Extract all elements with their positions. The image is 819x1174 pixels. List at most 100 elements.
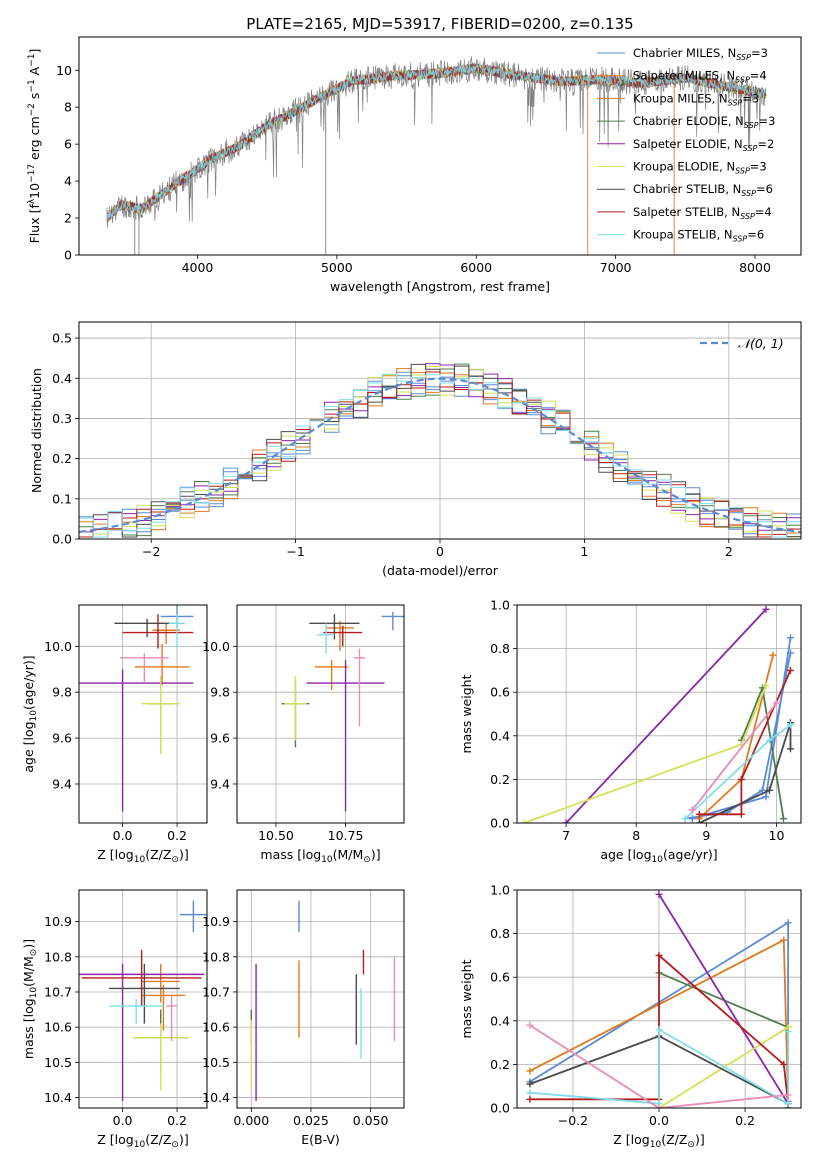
weight-marker — [762, 605, 770, 613]
legend-label: 𝒩(0, 1) — [738, 336, 784, 351]
weight-marker — [737, 775, 745, 783]
weight-marker — [655, 890, 663, 898]
x-tick-label: 0.0 — [649, 1113, 669, 1128]
y-tick-label: 0.6 — [490, 685, 510, 700]
plot-area — [250, 900, 396, 1101]
y-tick-label: 10 — [56, 63, 72, 78]
error-bar-point — [326, 621, 354, 651]
error-bar-point — [323, 625, 363, 647]
weight-marker — [562, 819, 570, 823]
axes-frame — [78, 36, 802, 256]
weight-line — [658, 1026, 789, 1108]
x-tick-label: 0.000 — [233, 1113, 269, 1128]
weight-marker — [784, 919, 792, 927]
x-tick-label: 0 — [436, 544, 444, 559]
y-tick-label: 10.6 — [202, 1020, 230, 1035]
error-bar-point — [122, 614, 194, 649]
x-tick-label: 0.050 — [353, 1113, 389, 1128]
y-tick-label: 1.0 — [490, 598, 510, 613]
axes-frame — [236, 889, 405, 1109]
y-axis-label: mass [log10(M/M⊙)] — [21, 939, 39, 1059]
y-tick-label: 0 — [64, 248, 72, 263]
y-tick-label: 9.8 — [52, 685, 72, 700]
weight-marker — [780, 1060, 788, 1068]
x-tick-label: 4000 — [182, 260, 214, 275]
error-bar-point — [353, 648, 366, 727]
axes-frame — [78, 604, 208, 824]
y-tick-label: 0.0 — [490, 816, 510, 831]
y-tick-label: 0.1 — [52, 491, 72, 506]
y-tick-label: 0.4 — [52, 371, 72, 386]
legend-label: Kroupa ELODIE, NSSP=3 — [633, 160, 767, 176]
y-tick-label: 0.2 — [52, 451, 72, 466]
x-axis-label: wavelength [Angstrom, rest frame] — [330, 279, 550, 294]
error-bar-point — [79, 669, 194, 812]
legend-label: Kroupa STELIB, NSSP=6 — [633, 228, 764, 244]
y-tick-label: 0.2 — [490, 772, 510, 787]
weight-marker — [762, 793, 770, 801]
weight-marker — [784, 1091, 792, 1099]
x-tick-label: 1 — [580, 544, 588, 559]
y-tick-label: 10.9 — [202, 914, 230, 929]
y-tick-label: 10.5 — [202, 1055, 230, 1070]
y-tick-label: 0.2 — [490, 1057, 510, 1072]
y-tick-label: 0.0 — [490, 1101, 510, 1116]
x-tick-label: 8 — [632, 828, 640, 843]
weight-marker — [786, 666, 794, 674]
legend-label: Chabrier MILES, NSSP=3 — [633, 46, 768, 62]
chart-2: 0.0 0.2 9.4 9.6 9.8 10.0 Z [log10(Z/Z⊙)] age [l… — [21, 604, 208, 865]
weight-line — [658, 893, 789, 1105]
y-axis-label: age [log10(age/yr)] — [21, 655, 39, 772]
y-tick-label: 9.4 — [52, 776, 72, 791]
y-tick-label: 0.8 — [490, 926, 510, 941]
chart-1: −2 −1 0 1 2 0.0 0.1 0.2 0.3 0.4 0.5 (data-model)/er… — [29, 321, 802, 578]
y-tick-label: 10.0 — [44, 639, 72, 654]
x-tick-label: 0.0 — [113, 828, 133, 843]
error-bar-point — [133, 1023, 188, 1091]
x-tick-label: 0.2 — [167, 1113, 187, 1128]
y-axis-label: mass weight — [459, 674, 474, 753]
weight-marker — [526, 1089, 534, 1097]
weight-marker — [526, 1080, 534, 1088]
y-tick-label: 9.8 — [210, 685, 230, 700]
legend-label: Salpeter ELODIE, NSSP=2 — [633, 137, 774, 153]
x-axis-label: mass [log10(M/M⊙)] — [260, 847, 380, 865]
weight-line — [699, 670, 792, 816]
chart-0: 4000 5000 6000 7000 8000 0 2 4 6 8 10 wavelength [A… — [27, 36, 802, 294]
residual-histogram — [79, 363, 801, 533]
legend-label: Chabrier ELODIE, NSSP=3 — [633, 114, 775, 130]
weight-marker — [695, 810, 703, 818]
x-tick-label: 8000 — [739, 260, 771, 275]
error-bar-point — [141, 676, 180, 755]
error-bar-point — [166, 995, 178, 1042]
legend-label: Chabrier STELIB, NSSP=6 — [633, 182, 773, 198]
y-tick-label: 9.6 — [210, 731, 230, 746]
y-tick-label: 2 — [64, 211, 72, 226]
weight-marker — [526, 1095, 534, 1103]
x-axis-label: (data-model)/error — [382, 563, 499, 578]
y-tick-label: 0.4 — [490, 1013, 510, 1028]
y-tick-label: 1.0 — [490, 883, 510, 898]
error-bar-point — [108, 999, 164, 1024]
x-tick-label: 7 — [562, 828, 570, 843]
x-axis-label: age [log10(age/yr)] — [600, 847, 717, 865]
error-bar-point — [119, 653, 169, 684]
weight-line — [698, 722, 792, 823]
chart-6: 0.000 0.025 0.050 10.4 10.5 10.6 10.7 10.8 10.9 E… — [202, 889, 405, 1147]
weight-marker — [772, 699, 780, 707]
error-bar-point — [284, 676, 307, 741]
weight-marker — [786, 649, 794, 657]
weight-marker — [762, 682, 770, 690]
weight-marker — [688, 806, 696, 814]
weight-line — [565, 608, 767, 823]
weight-marker — [695, 819, 703, 823]
x-tick-label: −1 — [286, 544, 304, 559]
x-tick-label: −0.2 — [558, 1113, 588, 1128]
x-tick-label: 0.0 — [113, 1113, 133, 1128]
weight-marker — [780, 936, 788, 944]
plot-area — [79, 605, 194, 812]
weight-marker — [779, 815, 787, 823]
x-tick-label: 10.50 — [258, 828, 294, 843]
axes-frame — [78, 321, 802, 540]
